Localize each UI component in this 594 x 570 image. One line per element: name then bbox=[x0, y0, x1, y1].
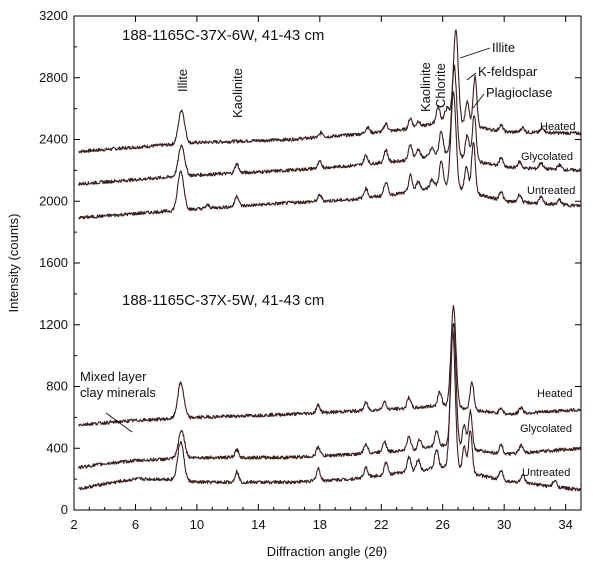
illite-pointer bbox=[459, 47, 491, 59]
x-tick-label: 10 bbox=[190, 517, 204, 532]
x-tick-label: 30 bbox=[497, 517, 511, 532]
trace-label-glycolated-bottom: Glycolated bbox=[520, 423, 572, 435]
trace-heated-bottom bbox=[78, 304, 582, 427]
y-tick-label: 800 bbox=[46, 379, 68, 394]
x-tick-label: 2 bbox=[70, 517, 77, 532]
y-axis-title: Intensity (counts) bbox=[6, 214, 21, 313]
peak-label-illite: Illite bbox=[175, 69, 190, 92]
data-traces bbox=[78, 29, 582, 492]
x-axis-title: Diffraction angle (2θ) bbox=[267, 544, 387, 559]
sample-label-bottom: 188-1165C-37X-5W, 41-43 cm bbox=[122, 292, 324, 309]
y-tick-label: 0 bbox=[61, 502, 68, 517]
k-feldspar-pointer bbox=[466, 72, 477, 81]
y-tick-label: 2800 bbox=[39, 70, 68, 85]
peak-label-illite-2: Illite bbox=[492, 40, 515, 55]
x-tick-label: 6 bbox=[132, 517, 139, 532]
plagioclase-pointer bbox=[472, 93, 485, 109]
y-tick-label: 1200 bbox=[39, 317, 68, 332]
y-tick-label: 2000 bbox=[39, 193, 68, 208]
y-tick-label: 3200 bbox=[39, 8, 68, 23]
trace-glycolated-top bbox=[78, 64, 582, 187]
x-tick-label: 34 bbox=[558, 517, 572, 532]
peak-label-k-feldspar: K-feldspar bbox=[478, 64, 538, 79]
trace-label-untreated-top: Untreated bbox=[527, 185, 575, 197]
trace-label-glycolated-top: Glycolated bbox=[521, 151, 573, 163]
peak-label-plagioclase: Plagioclase bbox=[486, 85, 553, 100]
mixed-layer-annotation: Mixed layer clay minerals bbox=[80, 369, 156, 400]
trace-glycolated-bottom bbox=[78, 323, 582, 470]
peak-label-chlorite: Chlorite bbox=[433, 63, 448, 108]
trace-label-heated-bottom: Heated bbox=[537, 388, 572, 400]
trace-untreated-bottom bbox=[78, 329, 582, 492]
trace-label-untreated-bottom: Untreated bbox=[522, 467, 570, 479]
x-tick-label: 26 bbox=[435, 517, 449, 532]
y-tick-label: 2400 bbox=[39, 132, 68, 147]
axis-ticks: 2 6 10 14 18 22 26 30 34040080012001600200024002… bbox=[39, 8, 582, 532]
peak-label-kaolinite: Kaolinite bbox=[230, 68, 245, 118]
trace-untreated-top bbox=[78, 91, 582, 220]
x-tick-label: 14 bbox=[251, 517, 265, 532]
y-tick-label: 1600 bbox=[39, 255, 68, 270]
sample-label-top: 188-1165C-37X-6W, 41-43 cm bbox=[122, 27, 324, 44]
annotation-line-2: clay minerals bbox=[80, 385, 156, 400]
y-tick-label: 400 bbox=[46, 440, 68, 455]
mixed-layer-pointer bbox=[105, 412, 133, 433]
annotation-line-1: Mixed layer bbox=[80, 369, 147, 384]
trace-heated-top bbox=[78, 29, 582, 154]
trace-label-heated-top: Heated bbox=[540, 121, 575, 133]
peak-label-kaolinite-2: Kaolinite bbox=[418, 62, 433, 112]
x-tick-label: 18 bbox=[313, 517, 327, 532]
x-tick-label: 22 bbox=[374, 517, 388, 532]
